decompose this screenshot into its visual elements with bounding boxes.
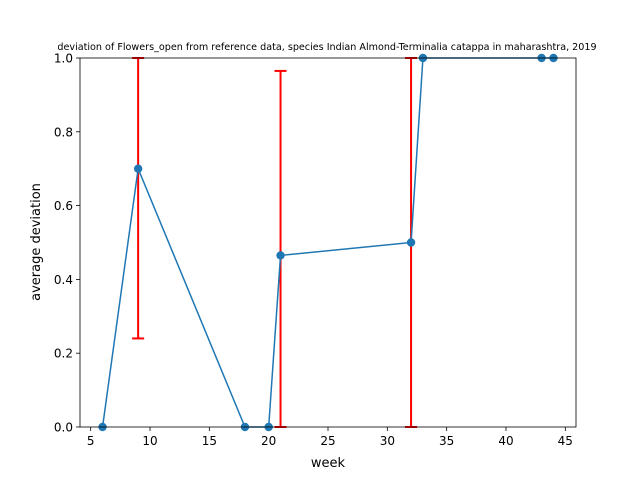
y-tick-label: 0.0 — [54, 421, 73, 435]
x-tick-label: 10 — [142, 434, 157, 448]
y-tick-label: 0.4 — [54, 273, 73, 287]
data-point — [276, 251, 285, 260]
x-tick-label: 5 — [87, 434, 95, 448]
data-point — [406, 238, 416, 247]
y-tick-label: 0.8 — [54, 125, 73, 139]
x-tick-label: 35 — [439, 434, 454, 448]
x-tick-label: 45 — [558, 434, 573, 448]
y-tick-label: 0.6 — [54, 199, 73, 213]
axes-frame — [79, 57, 577, 428]
y-axis-label: average deviation — [29, 183, 44, 301]
x-tick-label: 30 — [380, 434, 395, 448]
data-point — [133, 164, 143, 173]
x-tick-label: 40 — [498, 434, 513, 448]
x-tick-label: 15 — [202, 434, 217, 448]
x-tick-label: 20 — [261, 434, 276, 448]
x-tick-label: 25 — [320, 434, 335, 448]
y-tick-label: 1.0 — [54, 52, 73, 66]
chart-title: deviation of Flowers_open from reference… — [57, 42, 596, 53]
x-axis-label: week — [311, 456, 346, 471]
y-tick-label: 0.2 — [54, 347, 73, 361]
plot-area: 5 10 15 20 25 30 35 40 45 0.0 0.2 0.4 0.6 0.8 1.0 — [54, 52, 577, 448]
